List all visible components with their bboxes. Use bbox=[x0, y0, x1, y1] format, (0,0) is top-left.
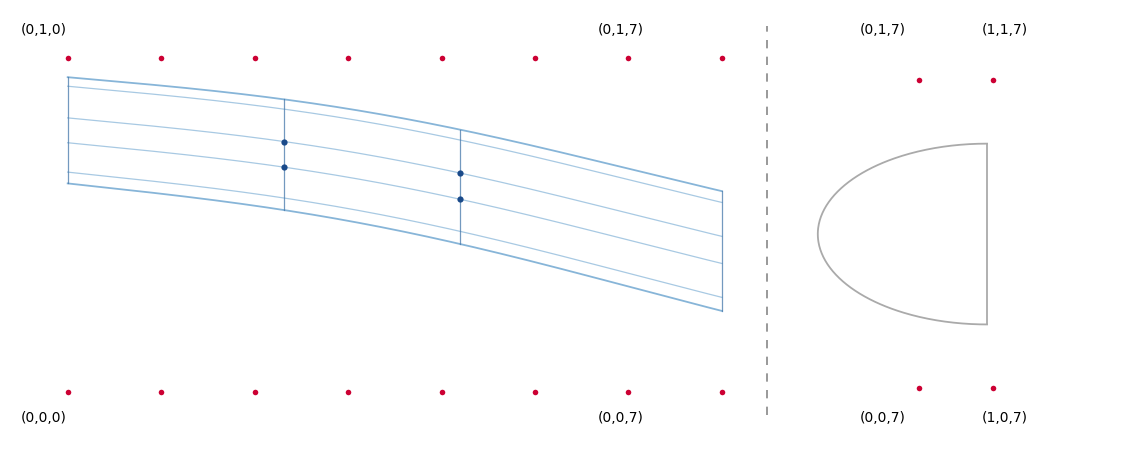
Text: (1,1,7): (1,1,7) bbox=[981, 23, 1028, 37]
Text: (0,1,7): (0,1,7) bbox=[598, 23, 644, 37]
Text: (0,0,7): (0,0,7) bbox=[860, 410, 906, 424]
Text: (0,0,7): (0,0,7) bbox=[598, 410, 644, 424]
Text: (0,0,0): (0,0,0) bbox=[20, 410, 67, 424]
Text: (0,1,0): (0,1,0) bbox=[20, 23, 67, 37]
Text: (0,1,7): (0,1,7) bbox=[860, 23, 906, 37]
Text: (1,0,7): (1,0,7) bbox=[981, 410, 1028, 424]
